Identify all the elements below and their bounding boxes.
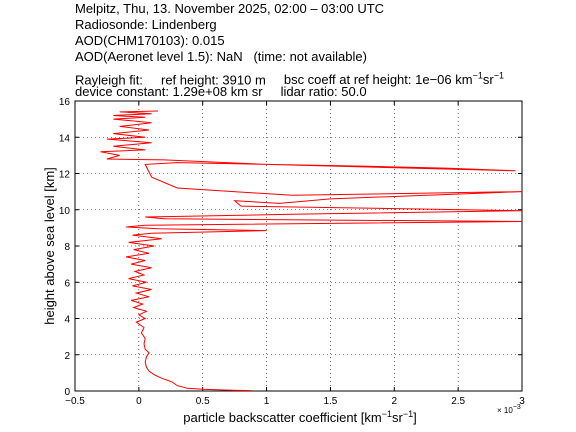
- y-tick-label: 4: [64, 315, 70, 326]
- x-axis-label: particle backscatter coefficient [km−1sr…: [183, 409, 416, 425]
- x-tick-label: 2: [392, 396, 398, 407]
- lidar-ratio: lidar ratio: 50.0: [280, 84, 367, 99]
- y-tick-label: 0: [64, 387, 70, 398]
- title-line-1: Melpitz, Thu, 13. November 2025, 02:00 –…: [75, 1, 385, 16]
- x-tick-label: 3: [519, 396, 525, 407]
- y-tick-label: 10: [59, 206, 71, 217]
- device-constant: device constant: 1.29e+08 km sr: [75, 84, 263, 99]
- x-tick-label: 1.5: [323, 396, 337, 407]
- y-axis-label: height above sea level [km]: [42, 167, 57, 325]
- y-tick-label: 8: [64, 242, 70, 253]
- device-constant-line: device constant: 1.29e+08 km sr lidar ra…: [75, 84, 367, 100]
- radiosonde-line: Radiosonde: Lindenberg: [75, 17, 217, 32]
- y-tick-label: 2: [64, 351, 70, 362]
- y-tick-label: 6: [64, 278, 70, 289]
- reference-height: ref height: 3910 m: [160, 72, 266, 88]
- aod-aeronet-value: AOD(Aeronet level 1.5): NaN: [75, 49, 243, 64]
- backscatter-profile-line: [100, 110, 523, 392]
- y-tick-label: 14: [59, 133, 71, 144]
- y-tick-label: 12: [59, 170, 71, 181]
- rayleigh-fit-label: Rayleigh fit:: [75, 72, 143, 88]
- plot-area: [74, 100, 523, 392]
- rayleigh-fit-line: Rayleigh fit: ref height: 3910 m bsc coe…: [75, 68, 504, 88]
- y-tick-label: 16: [59, 97, 71, 108]
- aod-aeronet-line: AOD(Aeronet level 1.5): NaN (time: not a…: [75, 49, 367, 65]
- x-tick-label: 0: [136, 396, 142, 407]
- aod-chm-line: AOD(CHM170103): 0.015: [75, 33, 225, 48]
- bsc-coefficient: bsc coeff at ref height: 1e−06 km−1sr−1: [283, 71, 504, 88]
- x-axis-multiplier: × 10−3: [497, 404, 521, 415]
- x-tick-label: 1: [264, 396, 270, 407]
- x-tick-label: 2.5: [451, 396, 465, 407]
- aod-aeronet-time-note: (time: not available): [253, 49, 367, 64]
- x-tick-label: 0.5: [196, 396, 210, 407]
- x-tick-label: −0.5: [65, 396, 85, 407]
